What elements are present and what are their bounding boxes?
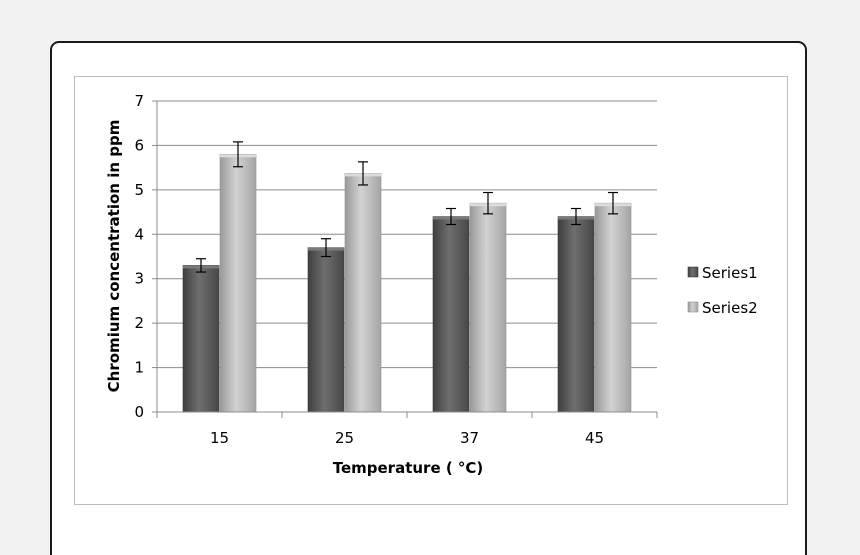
y-tick-label: 4 <box>134 225 144 243</box>
x-tick-labels: 15 25 37 45 <box>210 429 604 447</box>
bar-series2-37 <box>469 202 507 413</box>
x-tick-label: 45 <box>585 429 604 447</box>
legend-label: Series1 <box>702 264 758 282</box>
bar-series2-45 <box>594 202 632 413</box>
x-axis-title: Temperature ( °C) <box>333 459 484 477</box>
y-tick-label: 1 <box>134 359 144 377</box>
y-axis-title: Chromium concentration in ppm <box>105 120 123 393</box>
y-tick-label: 0 <box>134 403 144 421</box>
bars <box>182 154 632 413</box>
legend-swatch <box>687 266 699 278</box>
error-bar-series1-37 <box>446 207 456 226</box>
y-tick-label: 6 <box>134 136 144 154</box>
error-bar-series2-15 <box>233 141 243 168</box>
legend-item-series2: Series2 <box>687 299 758 317</box>
bar-series1-37 <box>432 216 470 413</box>
x-tick-label: 25 <box>335 429 354 447</box>
error-bar-series1-25 <box>321 238 331 258</box>
bar-series2-15 <box>219 154 257 413</box>
legend: Series1 Series2 <box>687 264 758 317</box>
bar-series1-15 <box>182 265 220 413</box>
legend-swatch <box>687 301 699 313</box>
bar-series2-25 <box>344 173 382 413</box>
error-bar-series1-15 <box>196 258 206 273</box>
x-tick-label: 15 <box>210 429 229 447</box>
legend-item-series1: Series1 <box>687 264 758 282</box>
legend-label: Series2 <box>702 299 758 317</box>
y-tick-label: 2 <box>134 314 144 332</box>
bar-series1-25 <box>307 247 345 413</box>
error-bar-series2-37 <box>483 191 493 215</box>
error-bar-series2-45 <box>608 191 618 215</box>
error-bar-series1-45 <box>571 207 581 226</box>
x-tick-label: 37 <box>460 429 479 447</box>
y-tick-label: 7 <box>134 92 144 110</box>
axes <box>156 101 658 418</box>
error-bar-series2-25 <box>358 161 368 186</box>
y-tick-label: 5 <box>134 181 144 199</box>
y-tick-label: 3 <box>134 270 144 288</box>
bar-series1-45 <box>557 216 595 413</box>
error-bars <box>196 141 618 273</box>
y-tick-labels: 0 1 2 3 4 5 6 7 <box>134 92 144 421</box>
